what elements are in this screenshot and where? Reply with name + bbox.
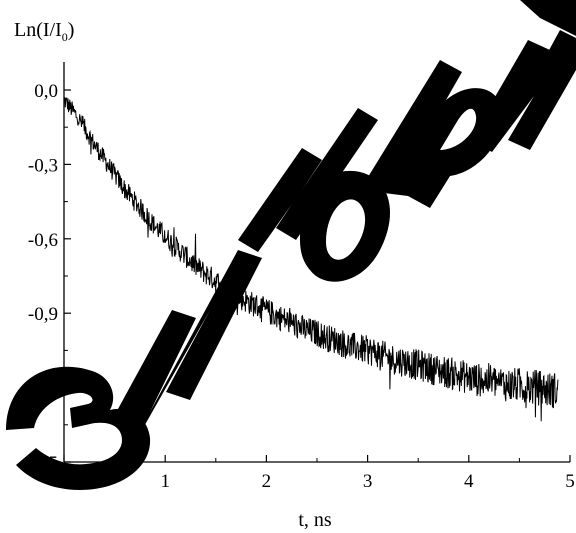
x-axis-label: t, ns xyxy=(298,509,332,531)
tick-labels: 0 1 2 3 4 5 0,0 -0,3 -0,6 -0,9 -1,2 -1,5 xyxy=(28,81,575,492)
watermark-stroke-2 xyxy=(112,250,262,430)
watermark-stroke-1 xyxy=(6,366,151,490)
watermark xyxy=(6,0,576,490)
watermark-stroke-4 xyxy=(300,170,391,282)
watermark-stroke-7 xyxy=(520,0,576,36)
x-tick-label: 4 xyxy=(464,471,474,492)
x-tick-label: 0 xyxy=(59,471,69,492)
ticks xyxy=(63,89,571,463)
watermark-stroke-5 xyxy=(360,60,503,208)
y-tick-label: -0,6 xyxy=(28,230,58,251)
y-tick-label: -1,2 xyxy=(28,379,58,400)
x-tick-label: 5 xyxy=(565,471,575,492)
x-tick-label: 3 xyxy=(363,471,373,492)
x-tick-label: 2 xyxy=(262,471,272,492)
series-line xyxy=(63,97,559,422)
y-tick-label: -0,9 xyxy=(28,304,58,325)
watermark-stroke-3 xyxy=(238,108,378,252)
y-tick-label: -1,5 xyxy=(28,453,58,474)
x-tick-label: 1 xyxy=(160,471,170,492)
y-tick-label: 0,0 xyxy=(34,81,58,102)
watermark-stroke-6 xyxy=(470,30,576,152)
y-axis-label: Ln(I/I0) xyxy=(14,19,74,44)
y-tick-label: -0,3 xyxy=(28,155,58,176)
